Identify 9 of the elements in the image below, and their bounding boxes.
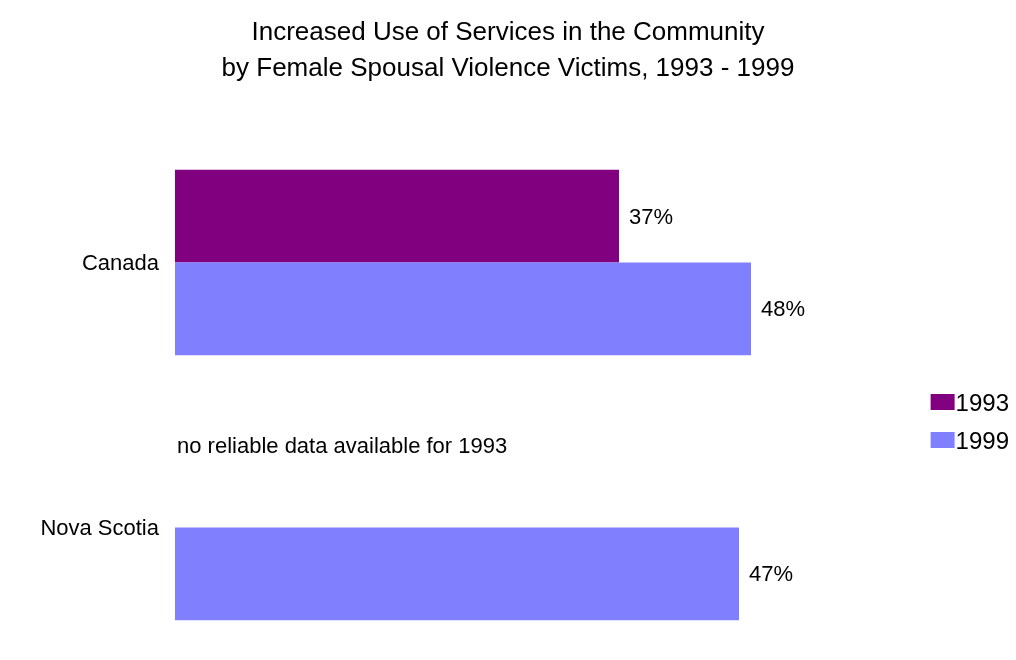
data-label: 48% [761,296,806,322]
y-tick-label: Nova Scotia [40,515,160,540]
legend-label: 1993 [955,388,1009,416]
annotation: no reliable data available for 1993 [177,433,508,459]
legend-label: 1999 [955,426,1009,454]
y-tick-label: Canada [81,250,160,275]
data-label: 37% [629,203,674,229]
chart-title: Increased Use of Services in the Community by Female Spousal Violence Victims, 1993 - 1999 [221,16,795,82]
data-label: 47% [749,561,794,587]
